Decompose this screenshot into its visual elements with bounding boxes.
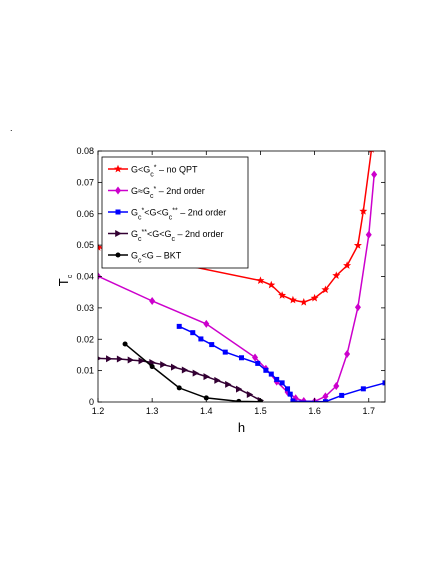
data-point-2-9 xyxy=(274,376,280,382)
data-point-0-8 xyxy=(332,271,341,279)
y-tick-label: 0.01 xyxy=(76,366,94,376)
data-point-2-5 xyxy=(239,355,244,361)
data-point-3-10 xyxy=(203,373,210,381)
data-point-1-13 xyxy=(354,303,361,312)
data-point-4-4 xyxy=(236,398,242,402)
data-point-4-3 xyxy=(203,395,209,401)
legend-label-2: Gc*<G<Gc** – 2nd order xyxy=(131,207,226,221)
y-tick-label: 0.02 xyxy=(76,334,94,344)
legend: G<Gc* – no QPT G≈Gc* – 2nd order Gc*<G<Gc*… xyxy=(101,156,249,269)
x-tick-label: 1.2 xyxy=(92,406,105,416)
data-point-2-12 xyxy=(287,391,293,397)
data-point-3-12 xyxy=(225,380,232,388)
data-point-1-10 xyxy=(322,392,329,401)
data-point-2-1 xyxy=(190,330,196,336)
data-point-2-0 xyxy=(176,323,182,329)
data-point-1-12 xyxy=(344,349,351,358)
legend-marker-1 xyxy=(115,186,121,195)
legend-label-0: G<Gc* – no QPT xyxy=(131,164,198,178)
series-group xyxy=(98,151,385,402)
legend-marker-4 xyxy=(115,252,121,258)
data-point-4-0 xyxy=(122,341,128,347)
x-tick-label: 1.4 xyxy=(200,406,213,416)
data-point-2-4 xyxy=(222,349,228,355)
y-tick-label: 0.03 xyxy=(76,303,94,313)
y-tick-label: 0 xyxy=(89,397,94,407)
data-point-3-11 xyxy=(214,376,221,384)
x-tick-label: 1.7 xyxy=(362,406,375,416)
legend-marker-2 xyxy=(115,209,121,215)
legend-marker-0 xyxy=(114,164,122,173)
data-point-2-11 xyxy=(285,386,291,392)
x-tick-label: 1.5 xyxy=(254,406,267,416)
series-line-1 xyxy=(98,174,375,402)
data-point-4-1 xyxy=(149,364,155,370)
data-point-3-2 xyxy=(116,355,124,363)
y-axis-label: Tc xyxy=(56,274,74,286)
data-point-3-7 xyxy=(171,363,178,371)
data-point-2-8 xyxy=(268,371,274,377)
data-point-1-15 xyxy=(371,170,378,179)
legend-label-4: Gc<G – BKT xyxy=(131,251,182,265)
data-point-0-3 xyxy=(278,291,287,299)
data-point-3-0 xyxy=(98,356,102,361)
data-point-2-6 xyxy=(255,360,261,366)
x-tick-label: 1.3 xyxy=(146,406,159,416)
data-point-2-7 xyxy=(263,367,269,373)
data-point-3-8 xyxy=(181,366,189,374)
data-point-1-1 xyxy=(149,296,156,305)
page-mark: . xyxy=(10,123,13,133)
data-point-2-15 xyxy=(339,392,345,398)
data-point-0-0 xyxy=(98,243,102,251)
data-point-2-3 xyxy=(209,342,215,348)
data-point-0-9 xyxy=(343,261,352,269)
data-point-0-6 xyxy=(310,293,319,302)
data-point-3-3 xyxy=(127,356,135,364)
data-point-1-3 xyxy=(252,353,259,362)
legend-label-1: G≈Gc* – 2nd order xyxy=(131,186,205,200)
data-point-0-1 xyxy=(256,276,265,284)
data-point-2-10 xyxy=(279,380,285,386)
data-point-2-13 xyxy=(290,398,296,402)
y-tick-label: 0.08 xyxy=(76,146,94,156)
plot-area xyxy=(98,151,385,402)
series-line-3 xyxy=(98,357,261,402)
y-tick-label: 0.07 xyxy=(76,177,94,187)
data-point-3-1 xyxy=(106,355,113,363)
y-tick-label: 0.04 xyxy=(76,272,94,282)
data-point-2-2 xyxy=(198,336,204,342)
data-point-3-13 xyxy=(235,385,243,393)
series-line-4 xyxy=(124,343,261,402)
data-point-1-11 xyxy=(333,381,340,390)
x-axis-label: h xyxy=(238,420,245,435)
axes: 1.2 1.3 1.4 1.5 1.6 1.7 0 0.01 0.02 0.03 0.04 0.05 0… xyxy=(56,146,386,435)
data-point-0-5 xyxy=(299,298,308,306)
data-point-3-6 xyxy=(160,361,167,369)
data-point-0-12 xyxy=(369,151,374,153)
data-point-0-7 xyxy=(321,285,330,294)
x-tick-label: 1.6 xyxy=(308,406,321,416)
series-line-2 xyxy=(178,325,385,402)
data-point-2-16 xyxy=(360,386,366,392)
data-point-4-2 xyxy=(176,385,182,391)
y-tick-label: 0.05 xyxy=(76,240,94,250)
data-point-2-14 xyxy=(322,399,328,402)
data-point-0-10 xyxy=(353,241,362,249)
y-tick-label: 0.06 xyxy=(76,209,94,219)
data-point-2-17 xyxy=(382,380,385,386)
data-point-0-2 xyxy=(267,280,276,289)
data-point-3-14 xyxy=(246,390,254,398)
data-point-0-4 xyxy=(288,295,297,304)
data-point-3-5 xyxy=(149,358,156,366)
legend-label-3: Gc**<G<Gc – 2nd order xyxy=(131,229,224,243)
data-point-1-2 xyxy=(203,319,210,328)
data-point-3-9 xyxy=(192,369,200,377)
data-point-0-11 xyxy=(359,207,368,215)
legend-marker-3 xyxy=(115,230,122,237)
data-point-3-4 xyxy=(138,357,145,365)
data-point-1-14 xyxy=(365,230,372,239)
